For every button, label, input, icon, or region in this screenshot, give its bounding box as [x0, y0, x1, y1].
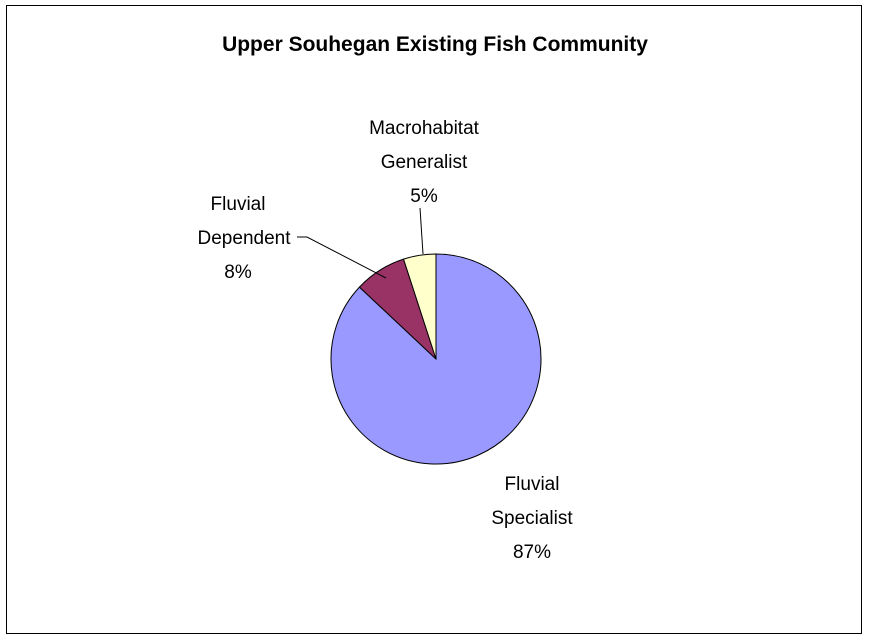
data-label-specialist-percent: 87%	[513, 542, 551, 563]
data-label-dependent-percent: 8%	[224, 262, 252, 283]
pie-slice-macrohabitat-generalist	[402, 253, 437, 360]
data-label-specialist-line1: Fluvial	[505, 474, 560, 495]
data-label-macrohabitat-line1: Macrohabitat	[369, 118, 480, 139]
leader-line-macrohabitat-generalist	[419, 207, 424, 255]
chart-title: Upper Souhegan Existing Fish Community	[222, 33, 648, 56]
leader-line-fluvial-dependent	[297, 236, 387, 279]
data-label-dependent-line1: Fluvial	[211, 194, 266, 215]
pie-slices	[330, 253, 542, 465]
data-label-macrohabitat-line2: Generalist	[381, 152, 468, 173]
data-label-dependent-line2: Dependent	[198, 228, 292, 249]
data-label-specialist-line2: Specialist	[491, 508, 573, 529]
data-label-macrohabitat-percent: 5%	[410, 186, 438, 207]
